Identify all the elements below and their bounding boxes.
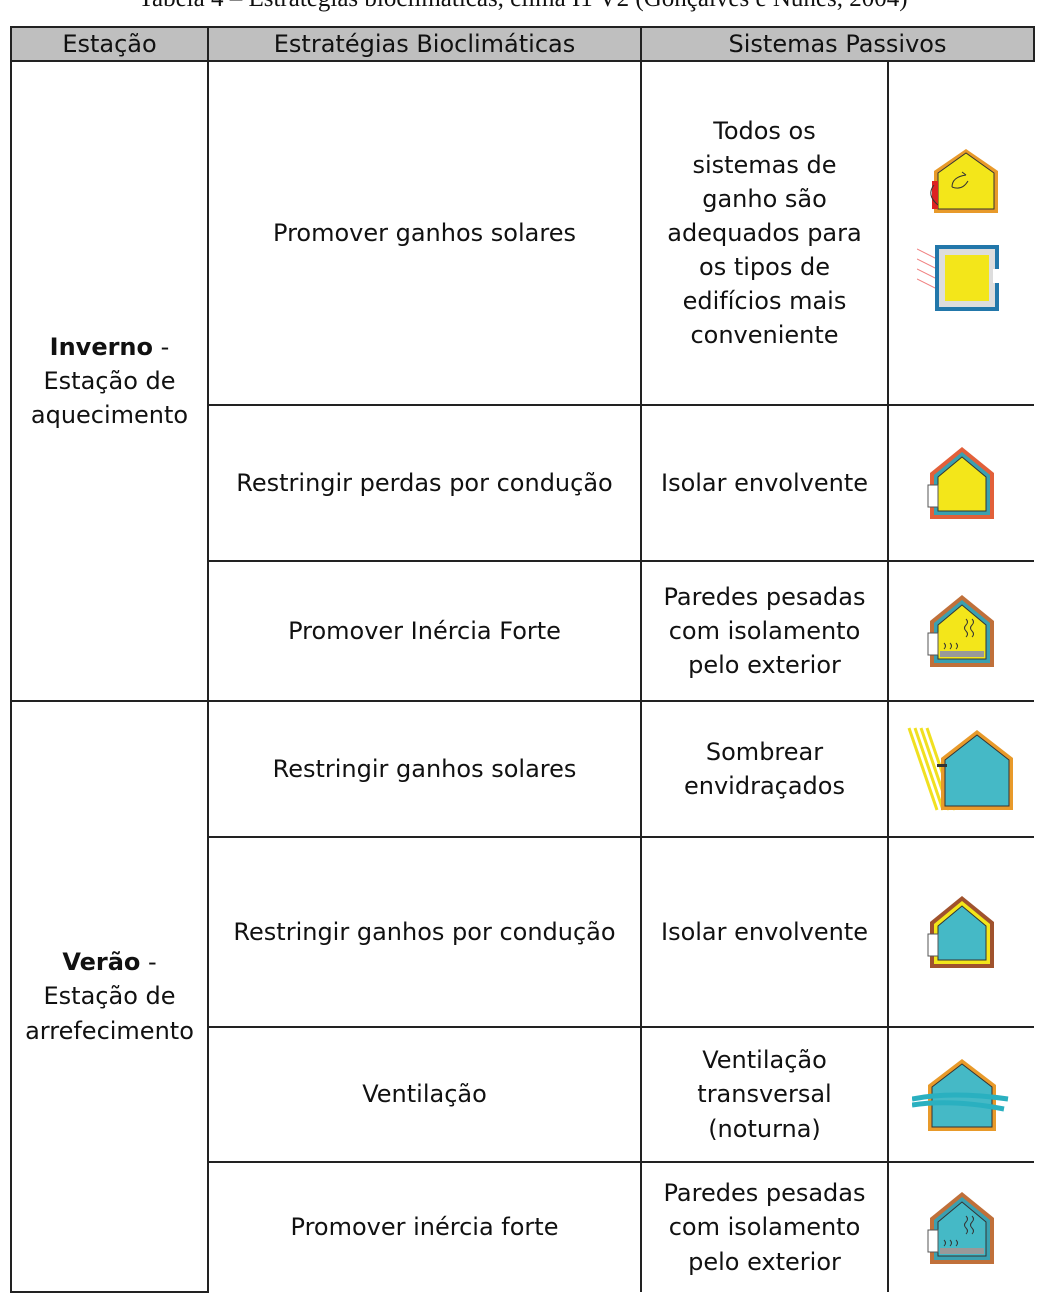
strategy-cell: Promover inércia forte	[207, 1161, 642, 1292]
header-row: Estação Estratégias Bioclimáticas Sistem…	[10, 26, 1035, 62]
icon-svg	[911, 1058, 1008, 1131]
caption: Tabela 4 – Estratégias bioclimáticas, cl…	[0, 0, 1046, 13]
icon-rect	[927, 933, 938, 957]
icon-polygon	[944, 734, 1009, 807]
system-cell: Isolar envolvente	[640, 836, 889, 1028]
icon-cell	[887, 560, 1034, 702]
season-name: Inverno	[49, 332, 154, 361]
icon-div	[889, 1055, 1034, 1135]
icon-div	[889, 443, 1034, 523]
icon-path	[907, 727, 956, 811]
icon-rect	[939, 651, 984, 657]
icon-rect	[944, 255, 989, 301]
strategy-cell: Restringir ganhos solares	[207, 700, 642, 838]
table-row: Inverno - Estação de aquecimento Promover…	[10, 60, 1034, 702]
table-head: Estação Estratégias Bioclimáticas Sistem…	[10, 26, 1035, 62]
icon-div	[889, 147, 1034, 217]
season-cell: Inverno - Estação de aquecimento	[10, 60, 209, 702]
table-row: Ventilação Ventilação transversal (noturn…	[11, 1026, 1034, 1163]
icon-path	[943, 642, 958, 650]
system-cell: Paredes pesadas com isolamento pelo exte…	[640, 560, 889, 702]
icon-cell	[887, 1161, 1034, 1292]
icon-rect	[927, 632, 938, 656]
table-body: Inverno - Estação de aquecimento Promover…	[10, 60, 1034, 1293]
icon-polygon	[937, 152, 994, 210]
icon-div	[889, 1188, 1034, 1268]
strategy-cell: Promover Inércia Forte	[207, 560, 642, 702]
icon-svg	[929, 149, 998, 213]
icon-cell	[887, 404, 1034, 562]
season-detail: - Estação de arrefecimento	[25, 948, 194, 1045]
icon-svg	[927, 896, 994, 968]
icon-rect	[939, 1247, 984, 1254]
strategy-cell: Restringir ganhos por condução	[207, 836, 642, 1028]
table-row: Promover Inércia Forte Paredes pesadas co…	[11, 560, 1034, 702]
icon-rect	[927, 484, 938, 508]
icon-cell	[887, 60, 1034, 406]
table: Estação Estratégias Bioclimáticas Sistem…	[10, 26, 1035, 1293]
system-cell: Paredes pesadas com isolamento pelo exte…	[640, 1161, 889, 1292]
system-cell: Isolar envolvente	[640, 404, 889, 562]
icon-path	[963, 618, 974, 638]
table-row: Verão - Estação de arrefecimento Restring…	[10, 700, 1034, 1293]
system-cell: Sombrear envidraçados	[640, 700, 889, 838]
system-cell: Ventilação transversal (noturna)	[640, 1026, 889, 1163]
season-name: Verão	[62, 948, 141, 977]
header-cell: Estratégias Bioclimáticas	[207, 26, 642, 62]
icon-rect	[931, 181, 938, 209]
icon-svg	[927, 595, 994, 667]
header-cell: Sistemas Passivos	[640, 26, 1035, 62]
icon-div	[889, 892, 1034, 972]
icon-cell	[887, 1026, 1034, 1163]
icon-path	[929, 184, 938, 206]
strategy-cell: Restringir perdas por condução	[207, 404, 642, 562]
icon-svg	[907, 727, 1013, 811]
icon-svg	[927, 447, 994, 519]
strategy-cell: Ventilação	[207, 1026, 642, 1163]
strategy-cell: Promover ganhos solares	[207, 60, 642, 406]
season-cell: Verão - Estação de arrefecimento	[10, 700, 209, 1293]
icon-cell	[887, 836, 1034, 1028]
header-cell: Estação	[10, 26, 209, 62]
icon-rect	[927, 1229, 938, 1252]
table-row: Promover inércia forte Paredes pesadas co…	[11, 1161, 1034, 1292]
table-row: Restringir perdas por condução Isolar env…	[11, 404, 1034, 562]
icon-rect	[936, 764, 947, 767]
icon-cell	[887, 700, 1034, 838]
icon-div	[889, 591, 1034, 671]
system-cell: Todos os sistemas de ganho são adequados…	[640, 60, 889, 406]
icon-div	[889, 239, 1034, 319]
icon-path	[963, 1215, 974, 1234]
icon-div	[889, 724, 1034, 814]
season-detail: - Estação de aquecimento	[30, 332, 189, 430]
table-row: Restringir ganhos por condução Isolar env…	[11, 836, 1034, 1028]
icon-path	[911, 1092, 1008, 1111]
icon-svg	[916, 245, 999, 311]
icon-path	[943, 1239, 958, 1246]
icon-rect	[992, 269, 999, 283]
icon-path	[951, 171, 968, 189]
icon-svg	[927, 1191, 994, 1264]
